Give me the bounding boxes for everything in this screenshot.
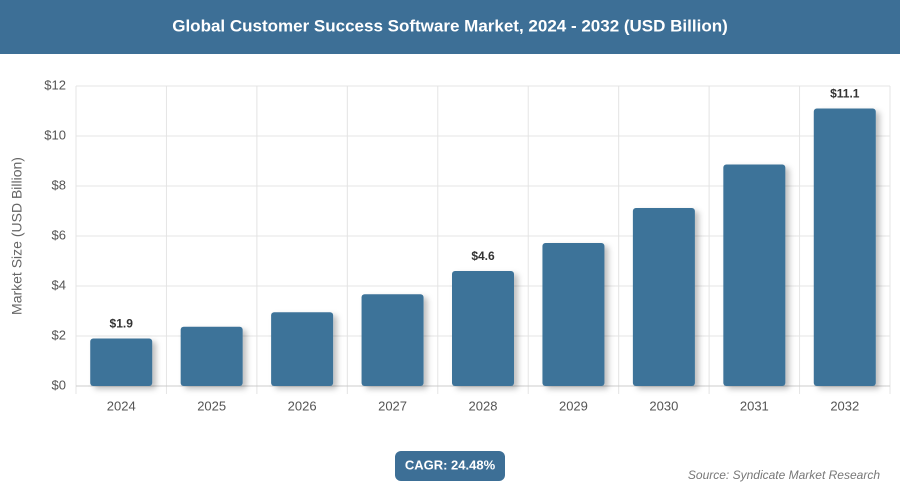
y-tick-label: $8	[52, 177, 66, 192]
bar	[723, 164, 786, 386]
y-tick-label: $6	[52, 227, 66, 242]
x-tick-label: 2029	[559, 398, 588, 413]
y-tick-label: $4	[52, 277, 66, 292]
y-axis-label: Market Size (USD Billion)	[9, 157, 25, 315]
bar	[361, 294, 424, 386]
value-label: $4.6	[471, 249, 495, 263]
bar	[180, 326, 243, 386]
y-tick-label: $12	[44, 77, 66, 92]
y-tick-label: $0	[52, 377, 66, 392]
bar	[542, 243, 605, 386]
bar	[90, 338, 153, 386]
y-tick-label: $10	[44, 127, 66, 142]
x-tick-label: 2032	[830, 398, 859, 413]
x-tick-label: 2027	[378, 398, 407, 413]
header-bar	[0, 0, 900, 54]
x-tick-label: 2028	[469, 398, 498, 413]
cagr-text: CAGR: 24.48%	[405, 457, 496, 472]
x-tick-label: 2024	[107, 398, 136, 413]
y-tick-label: $2	[52, 327, 66, 342]
x-tick-label: 2026	[288, 398, 317, 413]
bar	[632, 208, 695, 386]
bar	[271, 312, 334, 386]
source-note: Source: Syndicate Market Research	[688, 468, 880, 482]
x-tick-label: 2031	[740, 398, 769, 413]
x-tick-label: 2025	[197, 398, 226, 413]
cagr-badge	[395, 451, 505, 481]
x-tick-label: 2030	[649, 398, 678, 413]
value-label: $1.9	[110, 317, 134, 331]
bar	[813, 108, 876, 386]
bar	[452, 271, 514, 386]
chart-title: Global Customer Success Software Market,…	[172, 16, 728, 35]
value-label: $11.1	[830, 87, 860, 101]
